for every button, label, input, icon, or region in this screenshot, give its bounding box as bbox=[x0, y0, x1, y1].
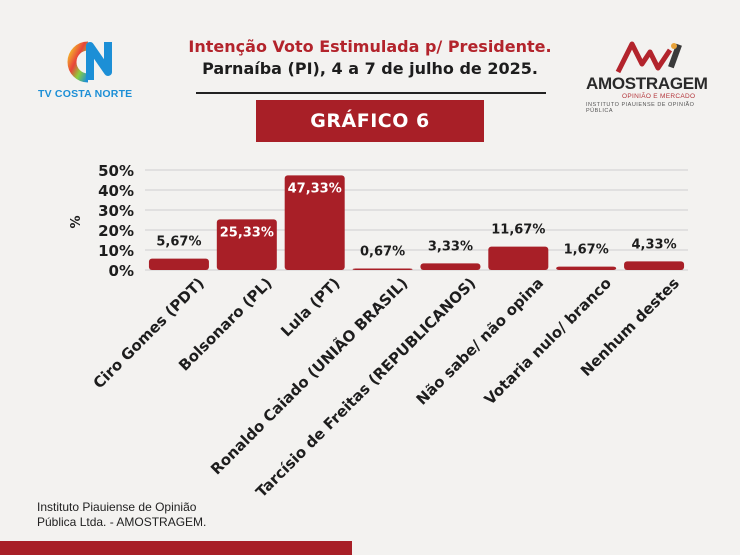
amostragem-tagline: OPINIÃO E MERCADO bbox=[622, 93, 696, 100]
cn-logo-icon bbox=[67, 41, 112, 83]
chart-number-badge: GRÁFICO 6 bbox=[256, 100, 484, 142]
data-label: 5,67% bbox=[156, 235, 201, 250]
y-tick-label: 50% bbox=[98, 162, 134, 180]
x-tick-label: Lula (PT) bbox=[277, 274, 343, 340]
y-axis-label: % bbox=[69, 215, 84, 228]
data-label: 4,33% bbox=[632, 237, 677, 252]
bar-chart: 0% 10% 20% 30% 40% 50% % 5,67% 25,33% 47,33% 0,6… bbox=[69, 162, 688, 500]
y-axis-ticks: 0% 10% 20% 30% 40% 50% bbox=[98, 162, 134, 280]
footer-line-1: Instituto Piauiense de Opinião bbox=[37, 500, 197, 514]
x-tick-label: Votaria nulo/ branco bbox=[481, 274, 615, 408]
data-label: 11,67% bbox=[491, 223, 545, 238]
footer-line-2: Pública Ltda. - AMOSTRAGEM. bbox=[37, 515, 207, 529]
y-tick-label: 20% bbox=[98, 222, 134, 240]
amostragem-logo: AMOSTRAGEM OPINIÃO E MERCADO INSTITUTO P… bbox=[586, 38, 716, 114]
y-tick-label: 0% bbox=[109, 262, 134, 280]
y-tick-label: 40% bbox=[98, 182, 134, 200]
data-label: 0,67% bbox=[360, 245, 405, 260]
bar bbox=[352, 268, 413, 270]
tv-costa-norte-label: TV COSTA NORTE bbox=[38, 88, 133, 100]
chart-title: Intenção Voto Estimulada p/ Presidente. bbox=[188, 37, 552, 56]
bottom-accent-bar bbox=[0, 541, 352, 555]
tv-costa-norte-logo: TV COSTA NORTE bbox=[38, 38, 148, 102]
title-divider bbox=[196, 92, 546, 94]
data-label: 25,33% bbox=[220, 225, 274, 240]
data-label: 1,67% bbox=[564, 243, 609, 258]
bar bbox=[284, 175, 345, 270]
bar bbox=[556, 266, 617, 270]
data-labels: 5,67% 25,33% 47,33% 0,67% 3,33% 11,67% 1,67% 4,… bbox=[156, 181, 676, 259]
x-axis-labels: Ciro Gomes (PDT)Bolsonaro (PL) Lula (PT)R… bbox=[90, 273, 683, 500]
bar bbox=[624, 261, 685, 270]
x-tick-label: Não sabe/ não opina bbox=[413, 274, 547, 408]
data-label: 3,33% bbox=[428, 239, 473, 254]
amostragem-institute: INSTITUTO PIAUIENSE DE OPINIÃO PÚBLICA bbox=[586, 102, 695, 114]
y-tick-label: 30% bbox=[98, 202, 134, 220]
bars bbox=[148, 175, 685, 270]
data-label: 47,33% bbox=[288, 181, 342, 196]
chart-subtitle: Parnaíba (PI), 4 a 7 de julho de 2025. bbox=[202, 59, 538, 78]
bar bbox=[488, 246, 549, 270]
x-tick-label: Ciro Gomes (PDT) bbox=[90, 274, 208, 392]
amostragem-mark-icon bbox=[615, 41, 682, 74]
bar bbox=[148, 258, 209, 270]
amostragem-label: AMOSTRAGEM bbox=[586, 74, 708, 93]
y-tick-label: 10% bbox=[98, 242, 134, 260]
bar bbox=[420, 263, 481, 270]
source-footer: Instituto Piauiense de Opinião Pública L… bbox=[37, 500, 297, 530]
bar bbox=[216, 219, 277, 270]
